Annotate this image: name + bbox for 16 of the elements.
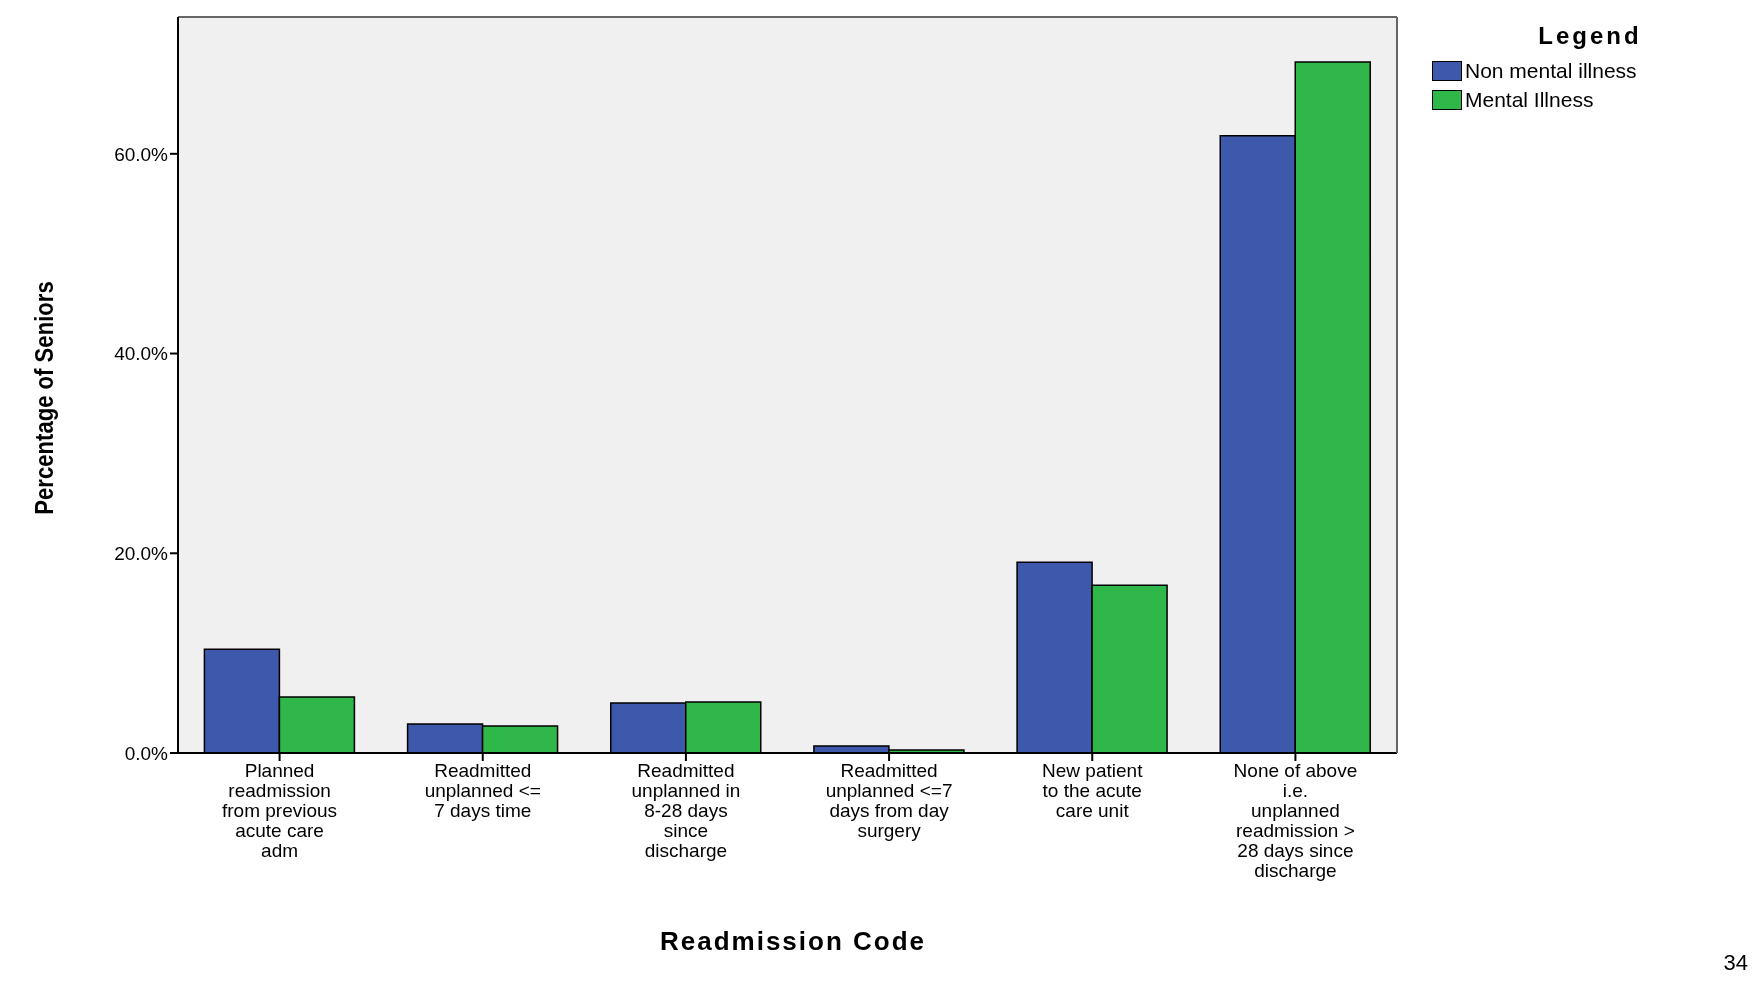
- legend-label: Non mental illness: [1465, 58, 1637, 84]
- y-axis-title: Percentage of Seniors: [28, 281, 60, 515]
- text: 34: [1723, 950, 1748, 976]
- y-tick-label: 20.0%: [114, 543, 169, 565]
- y-tick-label: 0.0%: [124, 742, 169, 764]
- x-tick-label: Readmitted unplanned <= 7 days time: [424, 760, 541, 821]
- y-tick-label: 40.0%: [114, 343, 169, 365]
- x-tick-label: Planned readmission from previous acute care adm: [222, 760, 338, 861]
- x-axis-title: Readmission Code: [658, 926, 928, 957]
- x-tick-label: None of above i.e. unplanned readmission > 28 days since discharge: [1233, 760, 1358, 881]
- x-tick-label: Readmitted unplanned <=7 days from day surgery: [825, 760, 953, 841]
- x-tick-label: Readmitted unplanned in 8-28 days since discharge: [631, 760, 741, 861]
- y-tick-label: 60.0%: [114, 143, 169, 165]
- legend-title: Legend: [1537, 22, 1643, 50]
- legend-label: Mental Illness: [1465, 87, 1594, 113]
- x-tick-label: New patient to the acute care unit: [1042, 760, 1144, 821]
